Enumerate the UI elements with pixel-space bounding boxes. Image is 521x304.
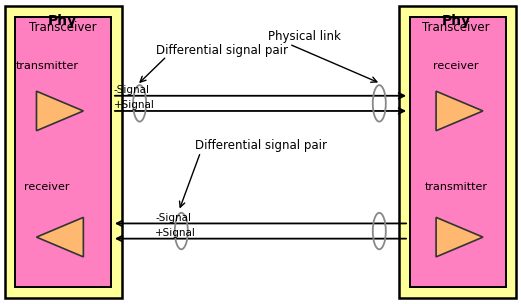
Bar [399, 6, 516, 298]
Text: +Signal: +Signal [155, 228, 196, 238]
Text: receiver: receiver [433, 61, 479, 71]
Text: Phy: Phy [48, 14, 77, 28]
Text: Transceiver: Transceiver [29, 21, 96, 34]
Bar [410, 17, 506, 287]
Text: receiver: receiver [24, 182, 70, 192]
Polygon shape [36, 217, 83, 257]
Bar [5, 6, 122, 298]
Text: Physical link: Physical link [268, 30, 341, 43]
Polygon shape [436, 91, 483, 131]
Text: transmitter: transmitter [425, 182, 487, 192]
Text: transmitter: transmitter [16, 61, 78, 71]
Polygon shape [36, 91, 83, 131]
Text: -Signal: -Signal [114, 85, 150, 95]
Polygon shape [436, 217, 483, 257]
Text: +Signal: +Signal [114, 100, 154, 110]
Text: Phy: Phy [441, 14, 470, 28]
Text: Differential signal pair: Differential signal pair [156, 44, 288, 57]
Text: Transceiver: Transceiver [422, 21, 490, 34]
Text: -Signal: -Signal [155, 212, 191, 223]
Bar [15, 17, 111, 287]
Text: Differential signal pair: Differential signal pair [195, 140, 327, 152]
